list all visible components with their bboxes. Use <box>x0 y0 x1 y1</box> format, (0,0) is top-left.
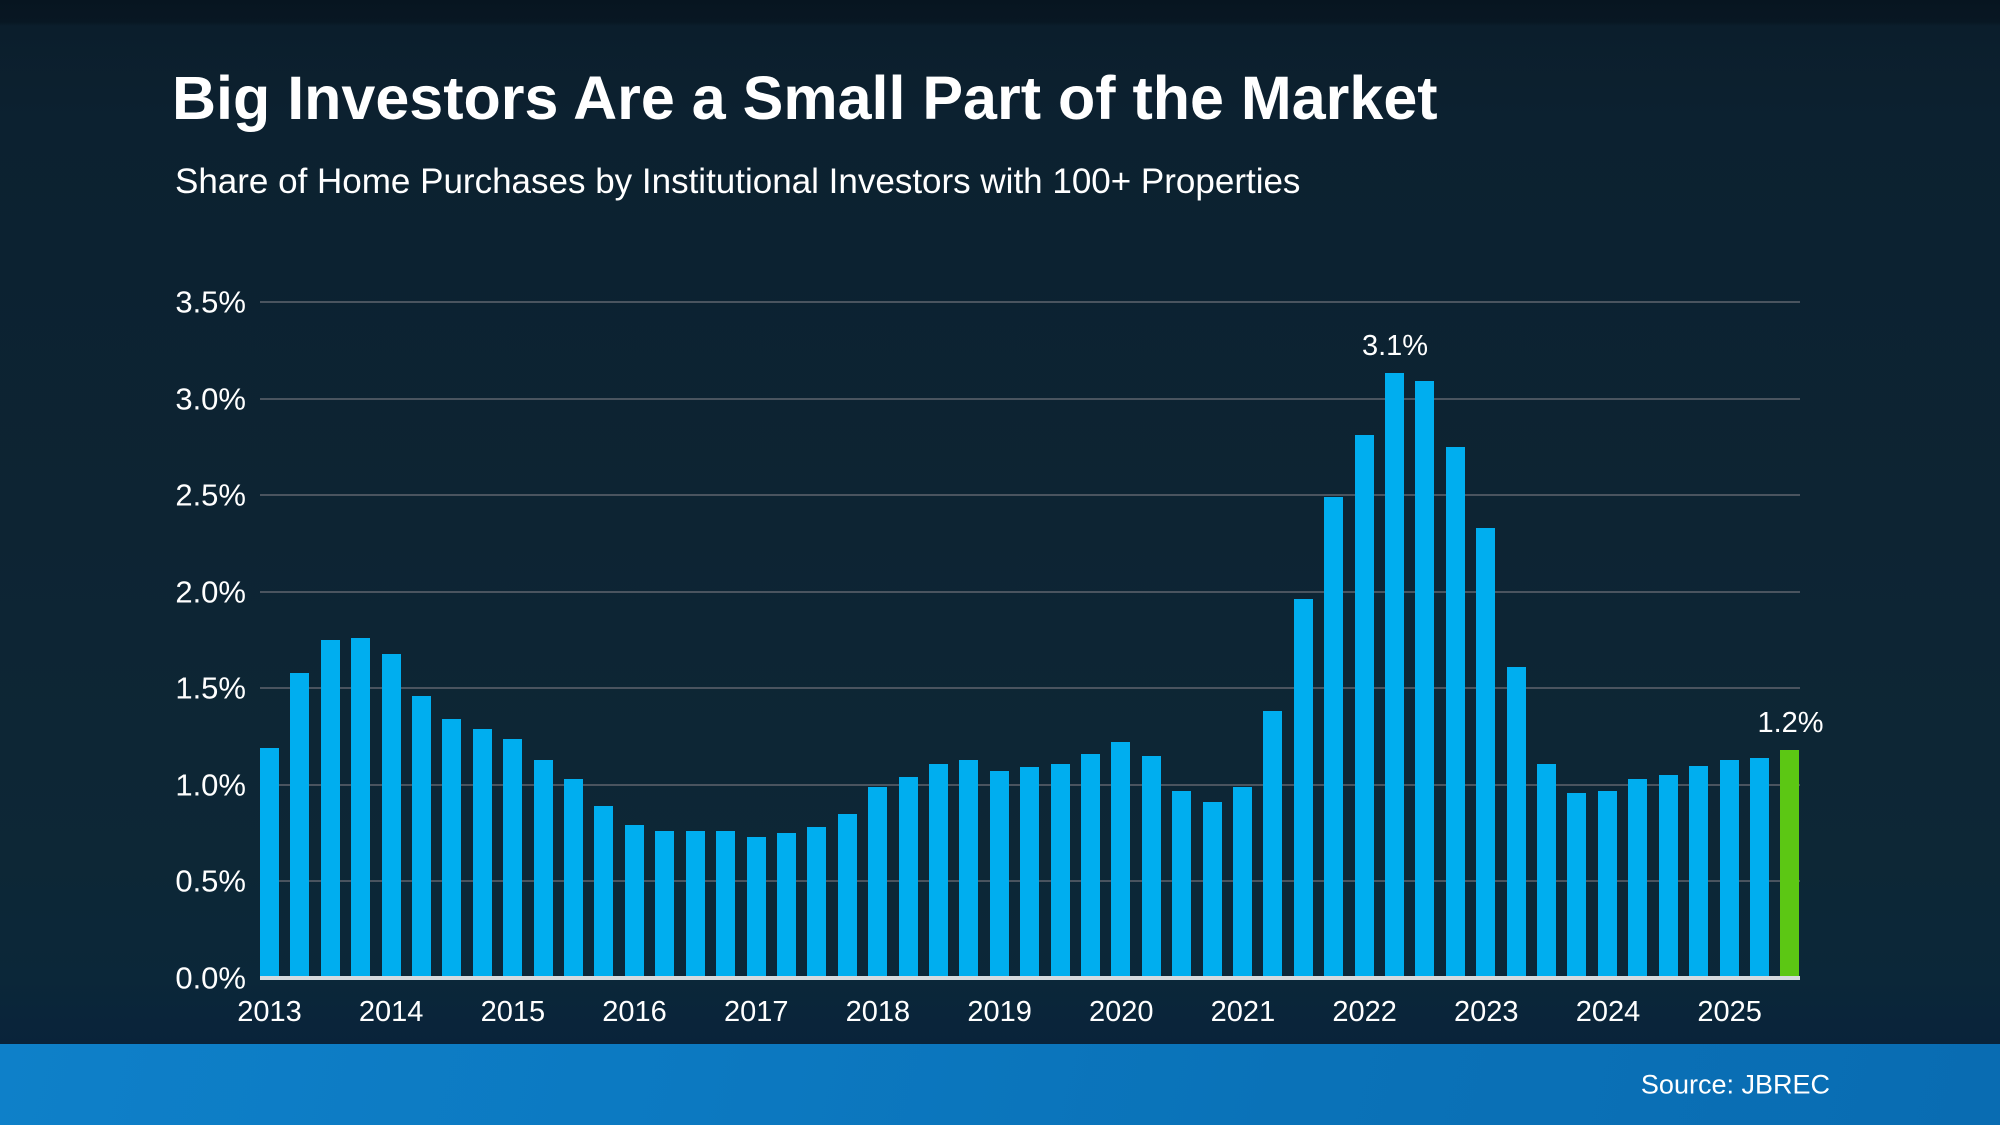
bar-2016-q3 <box>685 831 705 978</box>
gridline-2.0% <box>260 590 1800 593</box>
x-axis-line <box>260 976 1800 980</box>
bar-2021-q4 <box>1324 497 1344 978</box>
y-tick-label-3.5%: 3.5% <box>175 284 246 320</box>
bar-2023-q4 <box>1567 793 1587 978</box>
bar-2018-q3 <box>928 764 948 978</box>
y-tick-label-0.0%: 0.0% <box>175 960 246 996</box>
x-axis-label-2016: 2016 <box>602 996 667 1028</box>
y-tick-label-0.5%: 0.5% <box>175 863 246 899</box>
bar-2018-q2 <box>898 777 918 978</box>
bar-2021-q3 <box>1293 599 1313 978</box>
source-label: Source: JBREC <box>1640 1069 1830 1099</box>
bar-2022-q1 <box>1354 435 1374 978</box>
bar-2017-q1 <box>746 837 766 978</box>
bar-2024-q1 <box>1597 791 1617 978</box>
x-axis-label-2020: 2020 <box>1088 996 1154 1028</box>
bar-2014-q2 <box>412 696 432 978</box>
gridline-3.5% <box>260 301 1800 303</box>
bar-2023-q3 <box>1537 764 1557 978</box>
bars-container <box>260 302 1800 978</box>
bar-2022-q3 <box>1415 381 1435 978</box>
bar-2024-q2 <box>1628 779 1648 978</box>
bar-2017-q4 <box>837 814 857 978</box>
x-axis-label-2015: 2015 <box>480 996 546 1028</box>
bar-2014-q4 <box>472 729 492 978</box>
bar-2019-q4 <box>1080 754 1100 978</box>
bar-2023-q2 <box>1506 667 1526 978</box>
y-tick-label-1.0%: 1.0% <box>175 767 246 803</box>
chart-title: Big Investors Are a Small Part of the Ma… <box>172 64 1438 132</box>
x-axis-label-2021: 2021 <box>1210 996 1276 1028</box>
bar-2020-q2 <box>1141 756 1161 978</box>
bar-2016-q1 <box>624 825 644 978</box>
bar-2014-q3 <box>442 719 462 978</box>
y-tick-label-2.0%: 2.0% <box>175 574 246 610</box>
bar-2013-q2 <box>290 673 310 978</box>
x-axis-label-2019: 2019 <box>967 996 1032 1028</box>
x-axis-label-2025: 2025 <box>1697 996 1762 1028</box>
bar-2017-q2 <box>776 833 796 978</box>
y-tick-label-1.5%: 1.5% <box>175 670 246 706</box>
bar-2015-q2 <box>533 760 553 978</box>
bar-2019-q1 <box>989 771 1009 978</box>
bar-2023-q1 <box>1476 528 1496 978</box>
bar-2022-q4 <box>1445 447 1465 978</box>
annotation-3.1%: 3.1% <box>1361 330 1429 363</box>
bar-2015-q4 <box>594 806 614 978</box>
bar-2021-q2 <box>1263 711 1283 978</box>
bar-2020-q3 <box>1172 791 1192 978</box>
x-axis-label-2024: 2024 <box>1575 996 1641 1028</box>
gridline-1.5% <box>260 687 1800 690</box>
chart-subtitle: Share of Home Purchases by Institutional… <box>175 162 1301 201</box>
bar-2024-q3 <box>1658 775 1678 978</box>
bar-2016-q4 <box>716 831 736 978</box>
y-tick-label-3.0%: 3.0% <box>175 381 246 417</box>
bar-2018-q1 <box>868 787 888 978</box>
x-axis-label-2023: 2023 <box>1454 996 1519 1028</box>
footer-band: Source: JBREC <box>0 1044 2000 1125</box>
annotation-1.2%: 1.2% <box>1757 707 1824 740</box>
bar-2025-q1 <box>1719 760 1739 978</box>
bar-2025-q3 <box>1780 750 1800 978</box>
bar-2015-q1 <box>503 739 523 978</box>
bar-2024-q4 <box>1689 766 1709 978</box>
x-axis-label-2022: 2022 <box>1332 996 1397 1028</box>
bar-2015-q3 <box>564 779 584 978</box>
bar-2017-q3 <box>807 827 827 978</box>
bar-2019-q3 <box>1050 764 1070 978</box>
gridline-3.0% <box>260 397 1800 400</box>
x-axis-label-2017: 2017 <box>723 996 789 1028</box>
bar-chart-plot-area: 0.0% 0.5% 1.0% 1.5% 2.0% 2.5% 3.0% 3.5% 2013 201… <box>175 287 1823 1027</box>
y-tick-label-2.5%: 2.5% <box>175 477 246 513</box>
x-axis-label-2014: 2014 <box>358 996 424 1028</box>
bar-2018-q4 <box>959 760 979 978</box>
bar-2013-q4 <box>351 638 371 978</box>
bar-2020-q4 <box>1202 802 1222 978</box>
bar-2019-q2 <box>1020 767 1040 978</box>
bar-2013-q3 <box>320 640 340 978</box>
bar-2013-q1 <box>260 748 279 978</box>
bar-2021-q1 <box>1233 787 1252 978</box>
bar-2020-q1 <box>1111 742 1131 978</box>
x-axis-label-2013: 2013 <box>237 996 302 1028</box>
gridline-2.5% <box>260 494 1800 497</box>
bar-2014-q1 <box>381 654 401 978</box>
bar-2025-q2 <box>1749 758 1769 978</box>
bar-2022-q2 <box>1385 373 1405 978</box>
bar-2016-q2 <box>655 831 675 978</box>
x-axis-label-2018: 2018 <box>845 996 911 1028</box>
